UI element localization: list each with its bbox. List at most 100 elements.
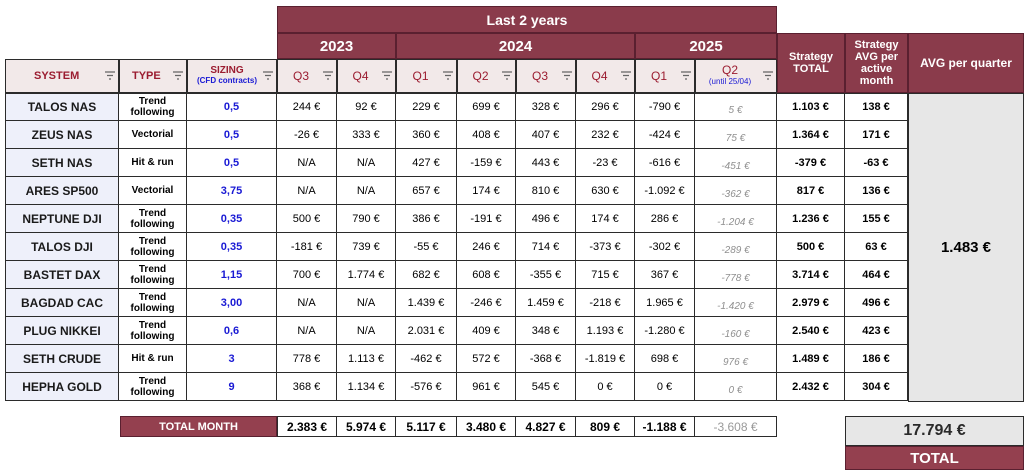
system-type-cell: Hit & run bbox=[119, 149, 187, 177]
quarter-value: -181 € bbox=[290, 240, 323, 253]
quarter-value-cell-4: 1.459 € bbox=[516, 289, 576, 317]
strategy-avg-value: 304 € bbox=[862, 380, 890, 393]
quarter-column-header-1[interactable]: Q4 bbox=[337, 59, 396, 93]
strategy-total-cell: 2.432 € bbox=[777, 373, 845, 401]
strategy-total-value: 3.714 € bbox=[792, 268, 829, 281]
quarter-column-header-7[interactable]: Q2 (until 25/04) bbox=[695, 59, 777, 93]
strategy-total-cell: 1.489 € bbox=[777, 345, 845, 373]
sizing-cell: 3 bbox=[187, 345, 277, 373]
year-2025-header: 2025 bbox=[635, 33, 777, 59]
filter-icon[interactable] bbox=[382, 71, 392, 81]
system-column-header[interactable]: SYSTEM bbox=[5, 59, 119, 93]
total-month-value: 809 € bbox=[589, 419, 621, 434]
quarter-value-cell-1: 92 € bbox=[337, 93, 396, 121]
system-type-cell: Vectorial bbox=[119, 121, 187, 149]
quarter-value: N/A bbox=[297, 296, 316, 309]
quarter-value: 715 € bbox=[591, 268, 619, 281]
system-name-cell: TALOS DJI bbox=[5, 233, 119, 261]
sizing-cell: 0,6 bbox=[187, 317, 277, 345]
sizing-cell: 0,35 bbox=[187, 233, 277, 261]
quarter-column-header-0[interactable]: Q3 bbox=[277, 59, 337, 93]
filter-icon[interactable] bbox=[323, 71, 333, 81]
quarter-value: -1.092 € bbox=[644, 184, 685, 197]
strategy-total-cell: 1.103 € bbox=[777, 93, 845, 121]
quarter-value-cell-7: 5 € bbox=[695, 93, 777, 121]
system-type: Hit & run bbox=[131, 157, 174, 168]
system-name-cell: PLUG NIKKEI bbox=[5, 317, 119, 345]
type-column-label: TYPE bbox=[132, 70, 161, 82]
quarter-value-cell-7: -160 € bbox=[695, 317, 777, 345]
filter-icon[interactable] bbox=[173, 71, 183, 81]
quarter-value-cell-2: 1.439 € bbox=[396, 289, 457, 317]
avg-quarter-value: 1.483 € bbox=[940, 239, 992, 256]
quarter-column-header-4[interactable]: Q3 bbox=[516, 59, 576, 93]
quarter-value: -23 € bbox=[592, 156, 618, 169]
avg-quarter-header: AVG per quarter bbox=[908, 33, 1024, 93]
quarter-value-cell-0: N/A bbox=[277, 177, 337, 205]
quarter-value: 368 € bbox=[292, 380, 321, 393]
quarter-value: 174 € bbox=[472, 184, 500, 197]
strategy-total-cell: -379 € bbox=[777, 149, 845, 177]
filter-icon[interactable] bbox=[105, 71, 115, 81]
strategy-total-value: 1.236 € bbox=[792, 212, 829, 225]
quarter-value: -373 € bbox=[589, 240, 621, 253]
quarter-value-cell-7: -289 € bbox=[695, 233, 777, 261]
filter-icon[interactable] bbox=[502, 71, 512, 81]
total-month-value-cell-6: -1.188 € bbox=[635, 416, 695, 437]
quarter-value: -191 € bbox=[470, 212, 502, 225]
quarter-value-cell-4: 714 € bbox=[516, 233, 576, 261]
quarter-value-cell-5: 715 € bbox=[576, 261, 635, 289]
quarter-column-header-3[interactable]: Q2 bbox=[457, 59, 516, 93]
system-name-cell: ZEUS NAS bbox=[5, 121, 119, 149]
quarter-value: 810 € bbox=[531, 184, 560, 197]
sizing-cell: 0,5 bbox=[187, 93, 277, 121]
quarter-column-header-5[interactable]: Q4 bbox=[576, 59, 635, 93]
quarter-value-cell-4: 443 € bbox=[516, 149, 576, 177]
filter-icon[interactable] bbox=[763, 71, 773, 81]
system-name-cell: BAGDAD CAC bbox=[5, 289, 119, 317]
quarter-value: 75 € bbox=[725, 133, 746, 144]
type-column-header[interactable]: TYPE bbox=[119, 59, 187, 93]
quarter-column-header-2[interactable]: Q1 bbox=[396, 59, 457, 93]
filter-icon[interactable] bbox=[263, 71, 273, 81]
quarter-value-cell-6: 367 € bbox=[635, 261, 695, 289]
quarter-value: N/A bbox=[297, 156, 316, 169]
system-name: SETH CRUDE bbox=[22, 351, 101, 366]
strategy-avg-cell: 136 € bbox=[845, 177, 908, 205]
filter-icon[interactable] bbox=[621, 71, 631, 81]
quarter-value: 174 € bbox=[591, 212, 619, 225]
sizing-cell: 0,35 bbox=[187, 205, 277, 233]
sizing-value: 3 bbox=[228, 352, 235, 365]
avg-quarter-value-cell: 1.483 € bbox=[908, 93, 1024, 402]
strategy-avg-cell: 155 € bbox=[845, 205, 908, 233]
strategy-avg-value: 496 € bbox=[862, 296, 890, 309]
filter-icon[interactable] bbox=[562, 71, 572, 81]
total-month-value: 5.974 € bbox=[345, 419, 387, 434]
quarter-value-cell-0: 700 € bbox=[277, 261, 337, 289]
system-name: ARES SP500 bbox=[25, 183, 99, 198]
strategy-avg-label: Strategy AVG per active month bbox=[854, 39, 899, 87]
sizing-column-header[interactable]: SIZING (CFD contracts) bbox=[187, 59, 277, 93]
table-top-border bbox=[5, 93, 908, 94]
grand-total-label-cell: TOTAL bbox=[845, 446, 1024, 470]
quarter-value: 296 € bbox=[591, 100, 619, 113]
strategy-avg-value: -63 € bbox=[863, 156, 889, 169]
filter-icon[interactable] bbox=[681, 71, 691, 81]
quarter-value: 698 € bbox=[650, 352, 679, 365]
system-name: SETH NAS bbox=[31, 155, 93, 170]
quarter-value-cell-2: -576 € bbox=[396, 373, 457, 401]
total-month-value-cell-3: 3.480 € bbox=[457, 416, 516, 437]
sizing-value: 0,35 bbox=[220, 212, 243, 225]
quarter-value: -302 € bbox=[648, 240, 681, 253]
last-years-label: Last 2 years bbox=[486, 11, 568, 28]
quarter-value: N/A bbox=[297, 184, 316, 197]
system-name: HEPHA GOLD bbox=[22, 379, 102, 394]
filter-icon[interactable] bbox=[443, 71, 453, 81]
quarter-value-cell-1: 739 € bbox=[337, 233, 396, 261]
sizing-column-sublabel: (CFD contracts) bbox=[196, 76, 257, 85]
quarter-value: 0 € bbox=[656, 380, 673, 393]
quarter-value-cell-6: 0 € bbox=[635, 373, 695, 401]
strategy-avg-value: 138 € bbox=[862, 100, 890, 113]
strategy-avg-value: 155 € bbox=[862, 212, 890, 225]
quarter-column-header-6[interactable]: Q1 bbox=[635, 59, 695, 93]
